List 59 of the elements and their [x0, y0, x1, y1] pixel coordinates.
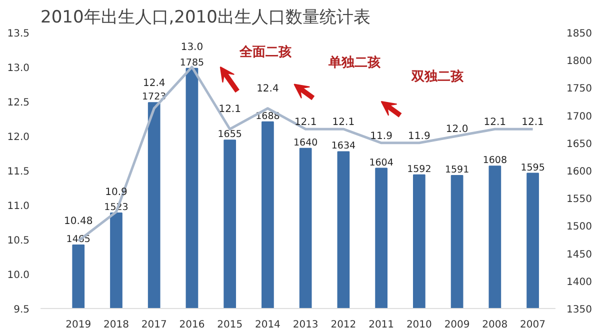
- y2-tick-label: 1700: [566, 111, 592, 122]
- data-label: 12.4: [142, 78, 166, 89]
- y2-tick-label: 1750: [566, 84, 592, 95]
- x-tick-label: 2007: [520, 320, 546, 330]
- y-tick-label: 11.0: [7, 201, 30, 212]
- data-label: 11.9: [370, 130, 392, 142]
- data-label: 12.4: [256, 83, 279, 94]
- y-tick-label: 10.0: [7, 270, 30, 281]
- x-tick-label: 2015: [217, 320, 243, 330]
- annotation: 单独二孩: [327, 54, 382, 70]
- data-label: 1604: [369, 157, 394, 168]
- data-label: 1608: [482, 155, 508, 166]
- data-label: 12.1: [484, 117, 506, 128]
- y2-tick-label: 1550: [566, 194, 592, 206]
- y2-tick-label: 1650: [566, 138, 592, 150]
- data-label: 1591: [444, 164, 470, 176]
- annotation: 全面二孩: [238, 44, 292, 60]
- x-tick-label: 2010: [406, 320, 432, 330]
- data-label: 1634: [331, 140, 356, 152]
- x-tick-label: 2013: [292, 320, 318, 330]
- data-label: 10.9: [105, 186, 128, 198]
- y-tick-label: 9.5: [14, 304, 30, 316]
- y2-tick-label: 1800: [566, 56, 592, 68]
- y-tick-label: 12.5: [7, 98, 30, 108]
- y2-tick-label: 1500: [566, 222, 592, 233]
- data-label: 1640: [293, 137, 318, 148]
- y2-tick-label: 1600: [566, 166, 592, 178]
- y2-tick-label: 1850: [566, 28, 592, 40]
- y2-tick-label: 1350: [566, 304, 592, 316]
- data-label: 1592: [407, 164, 432, 175]
- x-tick-label: 2017: [141, 320, 167, 330]
- data-label: 10.48: [64, 216, 93, 227]
- data-label: 1595: [520, 162, 545, 174]
- data-label: 12.1: [218, 104, 241, 116]
- x-tick-label: 2019: [66, 320, 92, 330]
- x-tick-label: 2011: [368, 320, 394, 330]
- data-label: 1785: [180, 57, 204, 68]
- x-tick-label: 2018: [104, 320, 129, 330]
- data-label: 12.1: [332, 117, 355, 128]
- annotation: 双独二孩: [410, 68, 465, 84]
- y-tick-label: 13.0: [7, 63, 30, 74]
- y-tick-label: 10.5: [7, 236, 30, 246]
- x-tick-label: 2016: [179, 320, 205, 330]
- x-tick-label: 2014: [254, 320, 280, 330]
- data-label: 13.0: [180, 42, 204, 53]
- data-label: 12.0: [446, 124, 468, 135]
- data-label: 12.1: [294, 117, 317, 128]
- data-label: 12.1: [522, 117, 544, 128]
- x-tick-label: 2012: [330, 320, 356, 330]
- data-label: 1655: [218, 129, 242, 140]
- y-tick-label: 12.0: [7, 132, 30, 143]
- x-tick-label: 2009: [444, 320, 470, 330]
- data-label: 11.9: [408, 130, 430, 142]
- x-tick-label: 2008: [482, 320, 508, 330]
- chart-title: 2010年出生人口,2010出生人口数量统计表: [40, 8, 370, 28]
- y2-tick-label: 1400: [566, 276, 592, 288]
- y2-tick-label: 1450: [566, 249, 592, 260]
- y-tick-label: 13.5: [7, 28, 30, 40]
- y-tick-label: 11.5: [7, 166, 30, 178]
